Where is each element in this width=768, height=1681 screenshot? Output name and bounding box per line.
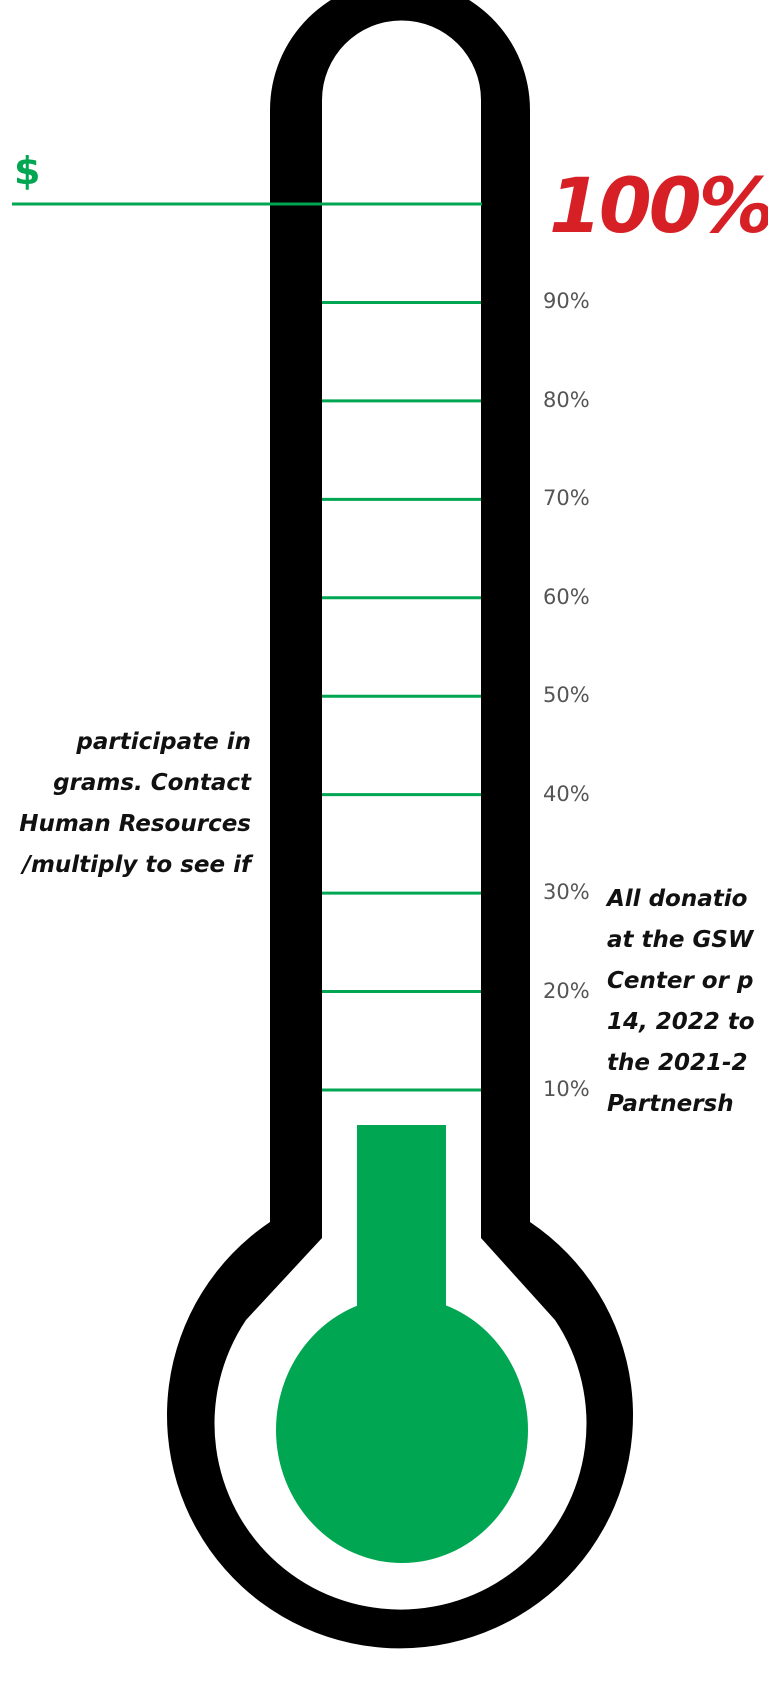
goal-dollar-sign: $ [14, 149, 41, 193]
left-note: participate in grams. Contact Human Reso… [19, 722, 251, 886]
right-note-line: All donatio [607, 886, 748, 912]
right-note-line: the 2021-2 [607, 1050, 748, 1076]
right-note-line: Center or p [607, 968, 754, 994]
left-note-line: /multiply to see if [22, 852, 251, 878]
mercury-bulb [276, 1297, 528, 1563]
goal-percent-label: 100% [549, 161, 768, 250]
thermometer-inner [214, 20, 587, 1610]
right-note-line: at the GSW [607, 927, 754, 953]
tick-label: 30% [543, 880, 590, 905]
left-note-line: grams. Contact [53, 770, 251, 796]
tick-lines [322, 300, 481, 1092]
tick-label: 20% [543, 978, 590, 1003]
right-note: All donatio at the GSW Center or p 14, 2… [607, 879, 755, 1125]
tick-label: 60% [543, 584, 590, 609]
tick-label: 50% [543, 683, 590, 708]
right-note-line: 14, 2022 to [607, 1009, 755, 1035]
left-note-line: Human Resources [19, 811, 251, 837]
tick-label: 70% [543, 486, 590, 511]
tick-label: 80% [543, 387, 590, 412]
tick-label: 40% [543, 781, 590, 806]
right-note-line: Partnersh [607, 1091, 734, 1117]
tick-label: 10% [543, 1077, 590, 1101]
left-note-line: participate in [76, 729, 251, 755]
mercury-column [357, 1125, 446, 1325]
tick-label: 90% [543, 289, 590, 314]
